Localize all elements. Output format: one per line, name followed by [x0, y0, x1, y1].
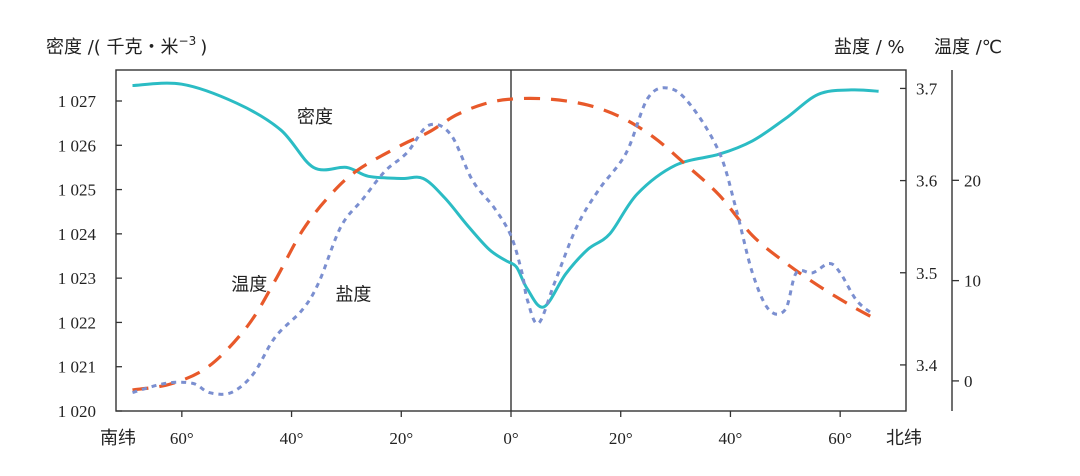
- density-axis-exponent: −3: [179, 34, 197, 48]
- temperature-line: [132, 96, 874, 392]
- temperature-tick-label: 20: [964, 171, 981, 190]
- density-tick-label: 1 026: [58, 136, 96, 155]
- density-tick-label: 1 021: [58, 358, 96, 377]
- density-tick-label: 1 024: [58, 225, 97, 244]
- temperature-tick-label: 0: [964, 372, 973, 391]
- density-line: [132, 81, 879, 309]
- density-tick-label: 1 027: [58, 92, 97, 111]
- plot-frame: [115, 69, 953, 412]
- x-tick-label: 40°: [719, 429, 743, 448]
- x-tick-label: 20°: [389, 429, 413, 448]
- temperature-axis-title: 温度 /℃: [934, 37, 1002, 58]
- density-series-label: 密度: [297, 107, 333, 128]
- north-latitude-label: 北纬: [886, 428, 922, 449]
- density-tick-label: 1 025: [58, 181, 96, 200]
- tick-layer: 60° 40° 20° 0° 20° 40° 60° 1 020 1 021 1 022 1 023…: [58, 79, 981, 448]
- south-latitude-label: 南纬: [100, 428, 136, 449]
- x-tick-label: 60°: [170, 429, 194, 448]
- density-tick-label: 1 023: [58, 269, 96, 288]
- x-tick-label: 20°: [609, 429, 633, 448]
- density-tick-label: 1 020: [58, 402, 96, 421]
- salinity-tick-label: 3.7: [916, 79, 938, 98]
- salinity-tick-label: 3.5: [916, 264, 937, 283]
- density-axis-title: 密度 /( 千克・米−3): [46, 34, 207, 58]
- salinity-axis-title: 盐度 / %: [834, 37, 905, 58]
- salinity-tick-label: 3.6: [916, 172, 937, 191]
- series-layer: [132, 81, 879, 396]
- temperature-series-label: 温度: [231, 275, 267, 296]
- salinity-line: [132, 86, 875, 396]
- density-tick-label: 1 022: [58, 313, 96, 332]
- salinity-series-label: 盐度: [335, 284, 371, 305]
- x-tick-label: 0°: [503, 429, 518, 448]
- x-tick-label: 60°: [828, 429, 852, 448]
- salinity-tick-label: 3.4: [916, 356, 938, 375]
- density-axis-close: ): [200, 37, 207, 58]
- temperature-tick-label: 10: [964, 272, 981, 291]
- x-tick-label: 40°: [280, 429, 304, 448]
